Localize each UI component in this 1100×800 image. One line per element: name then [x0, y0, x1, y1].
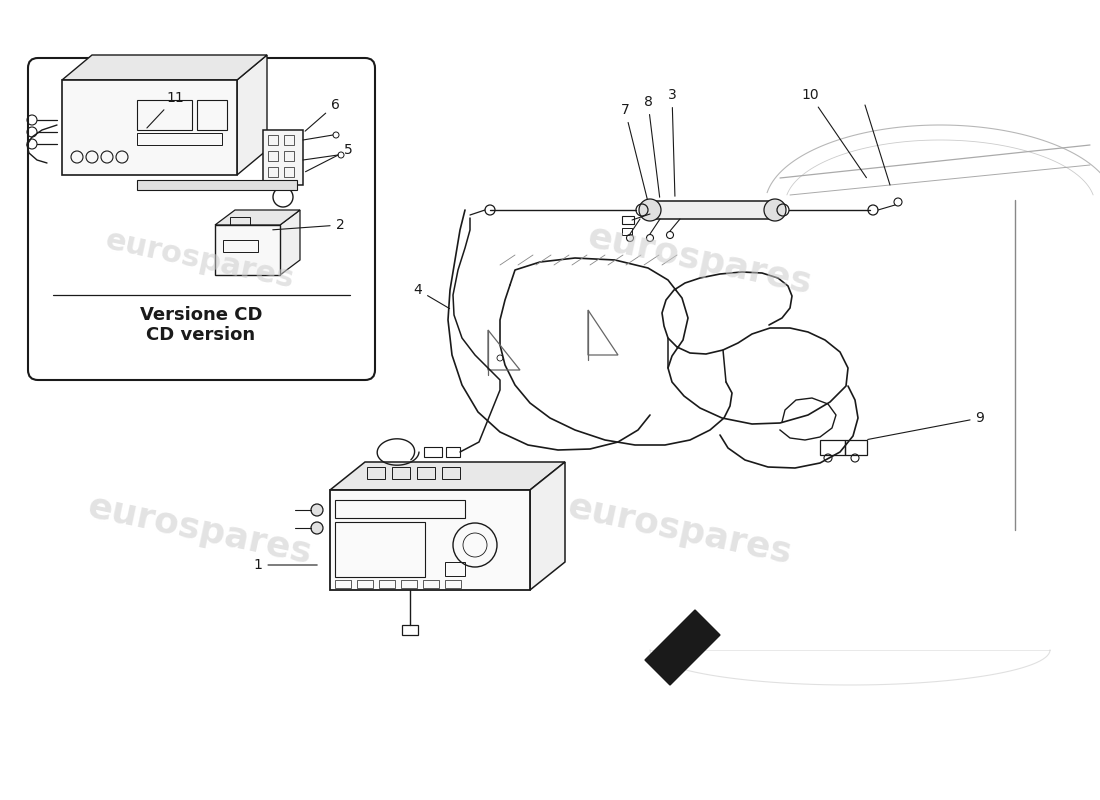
- Bar: [268, 151, 278, 161]
- Circle shape: [311, 522, 323, 534]
- Text: 6: 6: [305, 98, 340, 131]
- Bar: [336, 580, 351, 588]
- Text: 10: 10: [801, 88, 867, 178]
- FancyBboxPatch shape: [28, 58, 375, 380]
- Text: 3: 3: [668, 88, 676, 196]
- Bar: [446, 562, 465, 576]
- Bar: [446, 580, 461, 588]
- Text: eurospares: eurospares: [585, 220, 815, 300]
- Bar: [330, 490, 530, 590]
- Bar: [336, 500, 465, 518]
- Text: 2: 2: [273, 218, 344, 232]
- Bar: [621, 228, 632, 235]
- Text: 5: 5: [306, 143, 352, 172]
- Bar: [417, 467, 434, 479]
- Bar: [424, 580, 439, 588]
- Bar: [820, 440, 845, 455]
- Bar: [268, 167, 278, 177]
- Circle shape: [764, 199, 786, 221]
- Bar: [62, 80, 236, 175]
- Bar: [402, 625, 418, 635]
- Bar: [138, 100, 192, 130]
- Bar: [230, 217, 250, 225]
- Text: 9: 9: [868, 411, 985, 439]
- Text: CD version: CD version: [146, 326, 255, 344]
- Text: eurospares: eurospares: [564, 490, 795, 570]
- Bar: [621, 216, 634, 224]
- Bar: [424, 447, 442, 457]
- Bar: [284, 151, 294, 161]
- Bar: [402, 580, 417, 588]
- Polygon shape: [138, 180, 297, 190]
- Circle shape: [311, 504, 323, 516]
- Bar: [392, 467, 410, 479]
- Polygon shape: [62, 55, 267, 80]
- Text: 11: 11: [147, 91, 184, 128]
- Text: 1: 1: [254, 558, 317, 572]
- Polygon shape: [280, 210, 300, 275]
- Bar: [263, 130, 302, 185]
- Polygon shape: [530, 462, 565, 590]
- Bar: [268, 135, 278, 145]
- Text: eurospares: eurospares: [102, 226, 297, 294]
- Bar: [138, 133, 222, 145]
- Bar: [367, 467, 385, 479]
- Polygon shape: [645, 610, 720, 685]
- Polygon shape: [330, 462, 565, 490]
- Text: 4: 4: [414, 283, 450, 309]
- Polygon shape: [214, 210, 300, 225]
- Bar: [446, 447, 460, 457]
- Bar: [358, 580, 373, 588]
- Bar: [197, 100, 227, 130]
- Bar: [336, 522, 425, 577]
- Text: eurospares: eurospares: [85, 490, 316, 570]
- Bar: [214, 225, 280, 275]
- Bar: [442, 467, 460, 479]
- Polygon shape: [236, 55, 267, 175]
- Text: 7: 7: [620, 103, 647, 199]
- Bar: [223, 240, 258, 252]
- Text: 8: 8: [644, 95, 660, 198]
- Text: Versione CD: Versione CD: [140, 306, 262, 324]
- Bar: [284, 135, 294, 145]
- Bar: [650, 201, 776, 219]
- Circle shape: [639, 199, 661, 221]
- Bar: [379, 580, 395, 588]
- Bar: [284, 167, 294, 177]
- Bar: [845, 440, 867, 455]
